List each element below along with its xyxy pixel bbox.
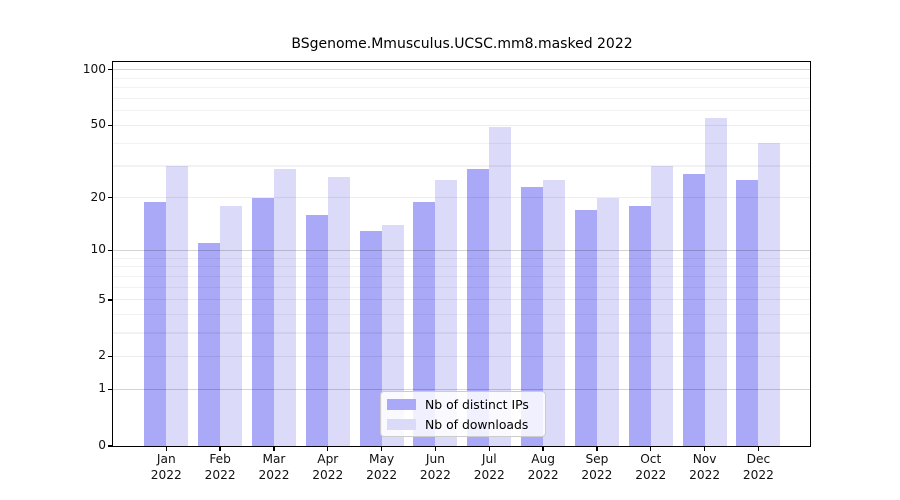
x-tick-label-feb: Feb 2022 bbox=[204, 452, 236, 482]
gridline-3 bbox=[113, 332, 811, 334]
bar-distinct-ips-jan bbox=[144, 201, 167, 446]
bar-downloads-feb bbox=[220, 205, 243, 446]
gridline-60 bbox=[113, 110, 811, 112]
bar-distinct-ips-may bbox=[359, 230, 382, 446]
x-tick-oct bbox=[650, 446, 652, 452]
legend-label-downloads: Nb of downloads bbox=[425, 416, 529, 432]
legend-swatch-distinct-ips bbox=[387, 398, 416, 410]
x-tick-label-sep: Sep 2022 bbox=[581, 452, 613, 482]
gridline-30 bbox=[113, 165, 811, 167]
gridline-20 bbox=[113, 197, 811, 199]
x-tick-mar bbox=[273, 446, 275, 452]
gridline-90 bbox=[113, 77, 811, 79]
y-tick-label-10: 10 bbox=[90, 242, 106, 257]
y-tick-label-5: 5 bbox=[98, 291, 106, 306]
gridline-100 bbox=[113, 69, 811, 71]
bar-downloads-mar bbox=[273, 168, 296, 446]
bar-distinct-ips-dec bbox=[736, 180, 759, 446]
x-tick-label-mar: Mar 2022 bbox=[258, 452, 290, 482]
legend-label-distinct-ips: Nb of distinct IPs bbox=[425, 396, 529, 412]
bar-distinct-ips-apr bbox=[305, 214, 328, 446]
y-tick-label-50: 50 bbox=[90, 117, 106, 132]
y-tick-label-100: 100 bbox=[82, 61, 106, 76]
x-tick-label-nov: Nov 2022 bbox=[689, 452, 721, 482]
x-tick-jan bbox=[165, 446, 167, 452]
gridline-70 bbox=[113, 97, 811, 99]
bar-distinct-ips-sep bbox=[574, 210, 597, 446]
bar-downloads-may bbox=[381, 225, 404, 446]
gridline-7 bbox=[113, 275, 811, 277]
x-tick-jun bbox=[434, 446, 437, 452]
x-tick-feb bbox=[219, 446, 221, 452]
x-tick-label-may: May 2022 bbox=[366, 452, 398, 482]
y-tick-50 bbox=[107, 124, 113, 127]
x-tick-label-aug: Aug 2022 bbox=[527, 452, 559, 482]
y-tick-5 bbox=[107, 299, 113, 301]
bar-downloads-aug bbox=[543, 180, 566, 446]
x-tick-sep bbox=[596, 446, 598, 452]
legend-item-downloads: Nb of downloads bbox=[387, 416, 545, 433]
x-tick-aug bbox=[542, 446, 544, 452]
y-tick-0 bbox=[107, 445, 113, 447]
y-tick-1 bbox=[107, 388, 113, 391]
bar-distinct-ips-feb bbox=[198, 243, 221, 446]
gridline-2 bbox=[113, 355, 811, 357]
x-tick-label-apr: Apr 2022 bbox=[312, 452, 344, 482]
x-tick-jul bbox=[488, 446, 490, 452]
legend-item-distinct-ips: Nb of distinct IPs bbox=[387, 396, 545, 413]
y-tick-10 bbox=[107, 249, 113, 252]
gridline-8 bbox=[113, 266, 811, 268]
x-tick-label-jan: Jan 2022 bbox=[150, 452, 182, 482]
gridline-5 bbox=[113, 299, 811, 301]
x-tick-label-jul: Jul 2022 bbox=[473, 452, 505, 482]
bar-distinct-ips-mar bbox=[251, 197, 274, 446]
y-tick-label-2: 2 bbox=[98, 348, 106, 363]
gridline-1 bbox=[113, 388, 811, 391]
x-tick-label-oct: Oct 2022 bbox=[635, 452, 667, 482]
chart-title: BSgenome.Mmusculus.UCSC.mm8.masked 2022 bbox=[291, 36, 633, 52]
bar-distinct-ips-oct bbox=[628, 205, 651, 446]
gridline-6 bbox=[113, 286, 811, 288]
bar-downloads-nov bbox=[704, 117, 727, 446]
x-tick-dec bbox=[757, 446, 760, 452]
bar-downloads-sep bbox=[596, 197, 619, 446]
x-tick-apr bbox=[327, 446, 329, 452]
x-tick-may bbox=[380, 446, 383, 452]
bar-distinct-ips-nov bbox=[682, 174, 705, 446]
y-tick-label-0: 0 bbox=[98, 438, 106, 452]
gridline-4 bbox=[113, 314, 811, 316]
bar-downloads-apr bbox=[327, 177, 350, 446]
bar-downloads-jul bbox=[489, 127, 512, 446]
bar-downloads-jan bbox=[166, 166, 189, 446]
bar-distinct-ips-jun bbox=[413, 201, 436, 446]
legend: Nb of distinct IPs Nb of downloads bbox=[380, 391, 546, 437]
gridline-50 bbox=[113, 124, 811, 126]
x-tick-label-dec: Dec 2022 bbox=[742, 452, 774, 482]
gridline-10 bbox=[113, 249, 811, 252]
bar-distinct-ips-aug bbox=[521, 186, 544, 446]
y-tick-2 bbox=[107, 355, 113, 358]
bar-downloads-jun bbox=[435, 180, 458, 446]
gridline-40 bbox=[113, 142, 811, 144]
gridline-9 bbox=[113, 257, 811, 259]
y-tick-label-20: 20 bbox=[90, 189, 106, 204]
y-tick-label-1: 1 bbox=[98, 381, 106, 396]
legend-swatch-downloads bbox=[387, 418, 416, 430]
y-tick-20 bbox=[107, 197, 113, 199]
bar-downloads-oct bbox=[650, 166, 673, 446]
x-tick-label-jun: Jun 2022 bbox=[419, 452, 451, 482]
gridline-80 bbox=[113, 87, 811, 89]
y-tick-100 bbox=[107, 68, 113, 71]
bar-downloads-dec bbox=[758, 143, 781, 446]
bar-distinct-ips-jul bbox=[467, 168, 490, 446]
x-tick-nov bbox=[703, 446, 706, 452]
